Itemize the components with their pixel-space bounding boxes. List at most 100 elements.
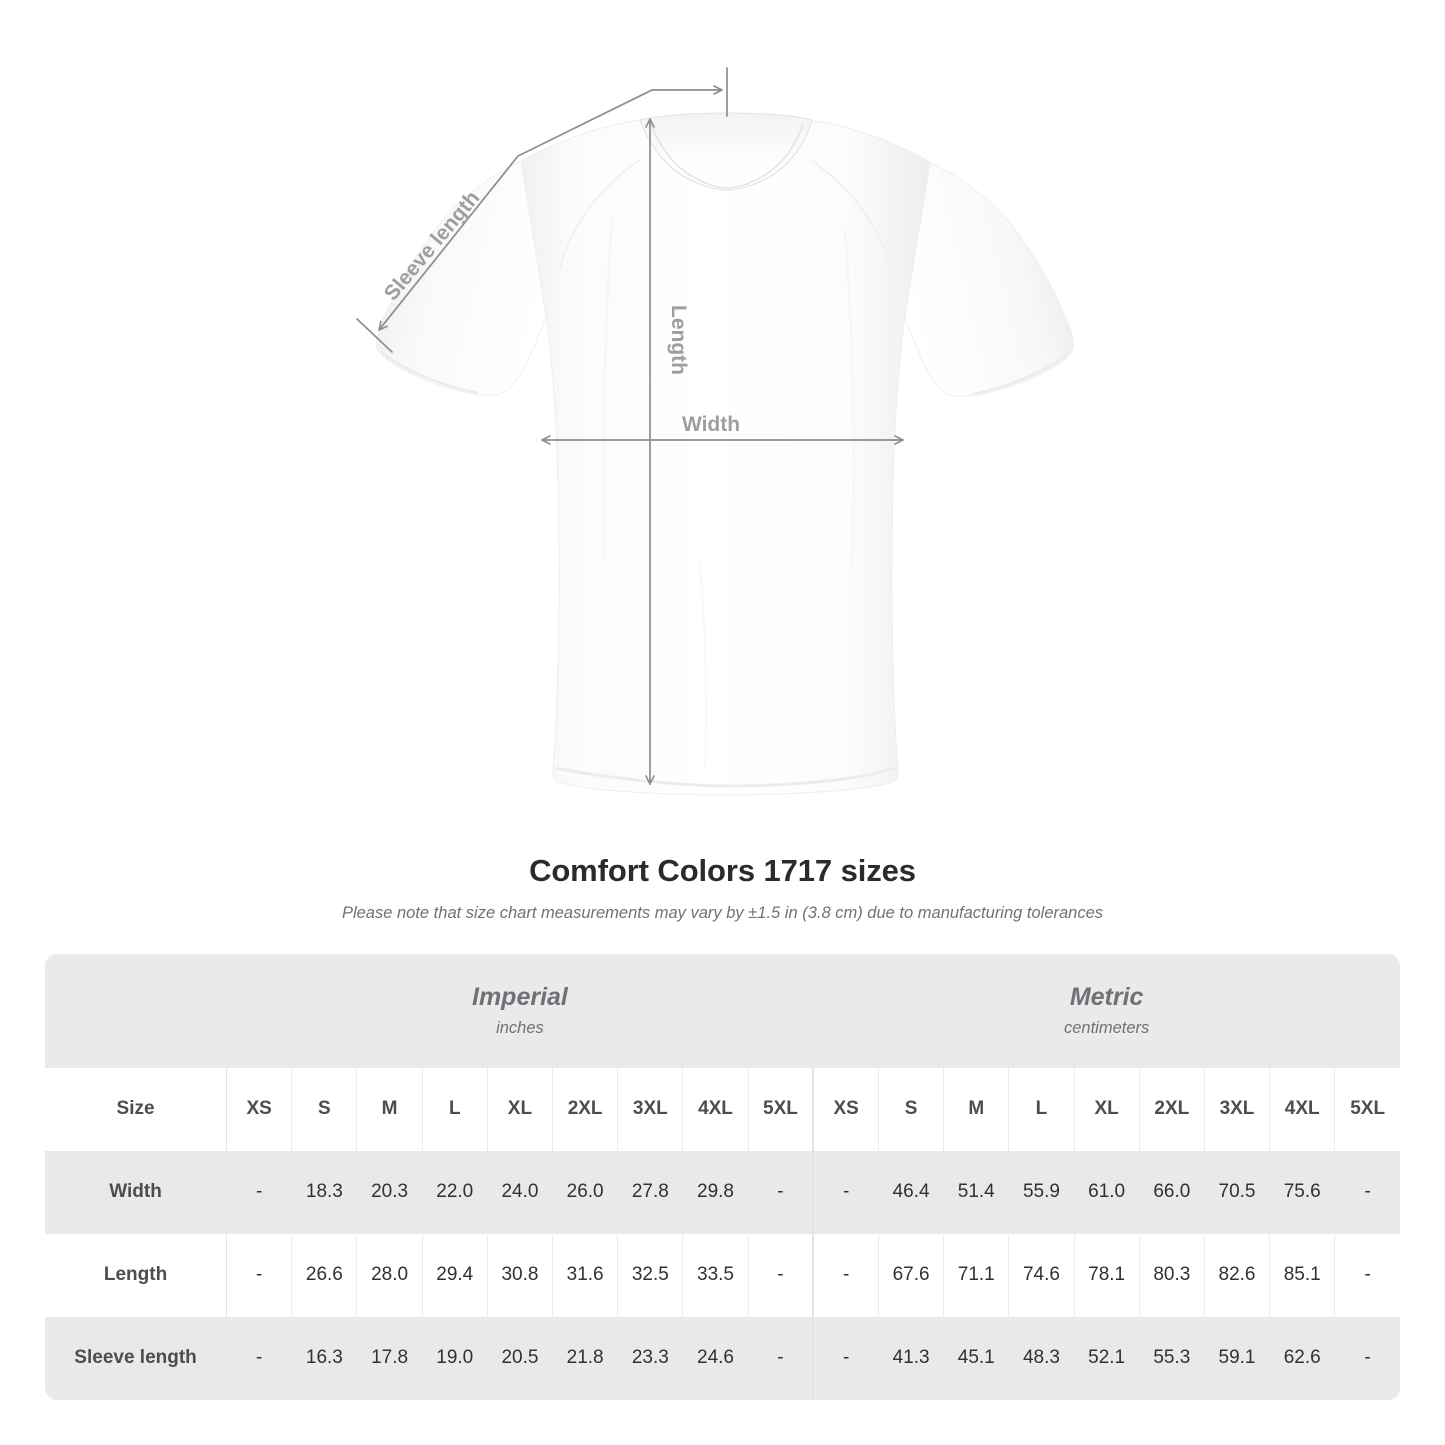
unit-banner-spacer (45, 953, 227, 1068)
cell-width-metric-xs: - (812, 1150, 879, 1234)
cell-length-imperial-s: 26.6 (291, 1233, 358, 1317)
cell-sleeve-metric-2xl: 55.3 (1139, 1316, 1205, 1400)
column-header-metric-5xl: 5XL (1334, 1067, 1400, 1151)
metric-banner-cell: Metric centimeters (813, 953, 1400, 1068)
column-header-imperial-5xl: 5XL (748, 1067, 814, 1151)
column-header-imperial-s: S (291, 1067, 358, 1151)
cell-sleeve-imperial-4xl: 24.6 (682, 1316, 749, 1400)
cell-sleeve-imperial-2xl: 21.8 (552, 1316, 619, 1400)
cell-length-metric-l: 74.6 (1008, 1233, 1075, 1317)
cell-sleeve-imperial-s: 16.3 (291, 1316, 358, 1400)
cell-length-metric-s: 67.6 (878, 1233, 945, 1317)
cell-width-metric-5xl: - (1334, 1150, 1400, 1234)
cell-length-metric-2xl: 80.3 (1139, 1233, 1205, 1317)
cell-length-imperial-2xl: 31.6 (552, 1233, 619, 1317)
column-header-imperial-2xl: 2XL (552, 1067, 619, 1151)
size-header-row: Size XS S M L XL 2XL 3XL 4XL 5XL XS S M … (45, 1067, 1400, 1151)
size-chart-table: Imperial inches Metric centimeters Size … (45, 953, 1400, 1400)
cell-width-metric-m: 51.4 (943, 1150, 1010, 1234)
cell-width-metric-l: 55.9 (1008, 1150, 1075, 1234)
cell-width-imperial-5xl: - (748, 1150, 814, 1234)
cell-sleeve-metric-s: 41.3 (878, 1316, 945, 1400)
page-title: Comfort Colors 1717 sizes (529, 853, 916, 888)
cell-length-imperial-xl: 30.8 (487, 1233, 554, 1317)
column-header-metric-4xl: 4XL (1269, 1067, 1336, 1151)
column-header-metric-2xl: 2XL (1139, 1067, 1205, 1151)
cell-length-imperial-5xl: - (748, 1233, 814, 1317)
table-row: Width - 18.3 20.3 22.0 24.0 26.0 27.8 29… (45, 1150, 1400, 1234)
column-header-metric-m: M (943, 1067, 1010, 1151)
column-header-imperial-xl: XL (487, 1067, 554, 1151)
cell-length-imperial-4xl: 33.5 (682, 1233, 749, 1317)
cell-width-imperial-xs: - (226, 1150, 293, 1234)
imperial-label: Imperial (472, 983, 568, 1012)
column-header-imperial-xs: XS (226, 1067, 293, 1151)
cell-sleeve-metric-4xl: 62.6 (1269, 1316, 1336, 1400)
cell-length-imperial-m: 28.0 (356, 1233, 423, 1317)
cell-sleeve-metric-xs: - (812, 1316, 879, 1400)
table-row: Length - 26.6 28.0 29.4 30.8 31.6 32.5 3… (45, 1233, 1400, 1317)
cell-length-metric-xl: 78.1 (1074, 1233, 1140, 1317)
cell-length-metric-3xl: 82.6 (1204, 1233, 1271, 1317)
tolerance-note: Please note that size chart measurements… (341, 904, 1104, 923)
metric-label: Metric (1069, 983, 1144, 1012)
imperial-banner-cell: Imperial inches (226, 953, 814, 1068)
cell-sleeve-imperial-5xl: - (748, 1316, 814, 1400)
table-row: Sleeve length - 16.3 17.8 19.0 20.5 21.8… (45, 1316, 1400, 1400)
cell-width-imperial-4xl: 29.8 (682, 1150, 749, 1234)
cell-length-metric-xs: - (812, 1233, 879, 1317)
row-label-width: Width (45, 1150, 228, 1234)
column-header-imperial-3xl: 3XL (617, 1067, 684, 1151)
cell-width-imperial-3xl: 27.8 (617, 1150, 684, 1234)
column-header-imperial-m: M (356, 1067, 423, 1151)
cell-length-imperial-l: 29.4 (422, 1233, 488, 1317)
cell-sleeve-imperial-xl: 20.5 (487, 1316, 554, 1400)
tshirt-svg: Sleeve length Length Width (356, 67, 1075, 796)
tshirt-illustration: Sleeve length Length Width (356, 67, 1075, 796)
imperial-sublabel: inches (496, 1018, 544, 1037)
cell-width-imperial-2xl: 26.0 (552, 1150, 619, 1234)
cell-length-imperial-xs: - (226, 1233, 293, 1317)
cell-sleeve-metric-l: 48.3 (1008, 1316, 1075, 1400)
cell-length-metric-5xl: - (1334, 1233, 1400, 1317)
cell-sleeve-metric-5xl: - (1334, 1316, 1400, 1400)
cell-sleeve-metric-m: 45.1 (943, 1316, 1010, 1400)
cell-width-metric-3xl: 70.5 (1204, 1150, 1271, 1234)
column-header-metric-s: S (878, 1067, 945, 1151)
cell-width-metric-2xl: 66.0 (1139, 1150, 1205, 1234)
unit-banner-row: Imperial inches Metric centimeters (45, 953, 1400, 1068)
row-label-length: Length (45, 1233, 228, 1317)
cell-sleeve-imperial-m: 17.8 (356, 1316, 423, 1400)
cell-length-imperial-3xl: 32.5 (617, 1233, 684, 1317)
column-header-imperial-l: L (422, 1067, 488, 1151)
cell-sleeve-metric-xl: 52.1 (1074, 1316, 1140, 1400)
cell-width-imperial-s: 18.3 (291, 1150, 358, 1234)
cell-sleeve-imperial-xs: - (226, 1316, 293, 1400)
column-header-metric-xl: XL (1074, 1067, 1140, 1151)
cell-width-imperial-m: 20.3 (356, 1150, 423, 1234)
cell-sleeve-imperial-3xl: 23.3 (617, 1316, 684, 1400)
row-label-sleeve-length: Sleeve length (45, 1316, 228, 1400)
metric-sublabel: centimeters (1064, 1018, 1150, 1037)
column-header-metric-l: L (1008, 1067, 1075, 1151)
column-header-metric-3xl: 3XL (1204, 1067, 1271, 1151)
cell-sleeve-imperial-l: 19.0 (422, 1316, 488, 1400)
cell-length-metric-m: 71.1 (943, 1233, 1010, 1317)
cell-length-metric-4xl: 85.1 (1269, 1233, 1336, 1317)
cell-width-metric-4xl: 75.6 (1269, 1150, 1336, 1234)
column-header-size: Size (45, 1067, 228, 1151)
cell-sleeve-metric-3xl: 59.1 (1204, 1316, 1271, 1400)
cell-width-metric-s: 46.4 (878, 1150, 945, 1234)
column-header-metric-xs: XS (812, 1067, 879, 1151)
measurement-annotations (356, 67, 904, 785)
cell-width-imperial-l: 22.0 (422, 1150, 488, 1234)
cell-width-metric-xl: 61.0 (1074, 1150, 1140, 1234)
sleeve-length-annotation (356, 67, 728, 353)
width-label: Width (682, 413, 740, 436)
column-header-imperial-4xl: 4XL (682, 1067, 749, 1151)
tshirt-artwork (375, 112, 1075, 796)
title-block: Comfort Colors 1717 sizes Please note th… (0, 830, 1445, 925)
size-chart-table-wrapper: Imperial inches Metric centimeters Size … (45, 953, 1400, 1400)
length-label: Length (667, 305, 690, 375)
cell-width-imperial-xl: 24.0 (487, 1150, 554, 1234)
